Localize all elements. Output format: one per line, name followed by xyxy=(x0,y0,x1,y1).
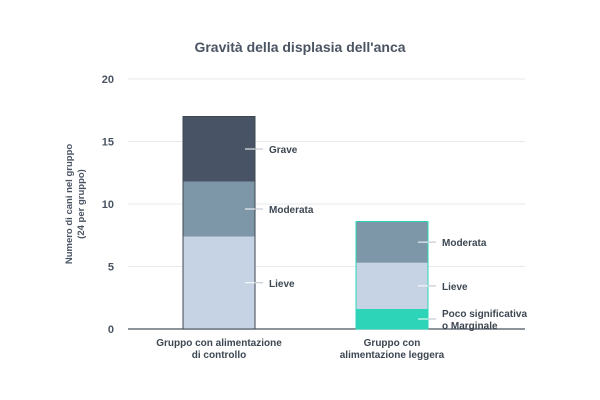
segment-label: Lieve xyxy=(442,282,468,293)
segment-label: Grave xyxy=(269,145,298,156)
y-tick-label: 5 xyxy=(108,262,114,274)
segment-label: Lieve xyxy=(269,279,295,290)
y-tick-label: 10 xyxy=(102,199,114,211)
bars xyxy=(182,116,429,330)
y-tick-label: 0 xyxy=(108,324,114,336)
y-axis-label-line-2: (24 per gruppo) xyxy=(76,169,87,239)
category-label: alimentazione leggera xyxy=(340,350,445,361)
category-label: Gruppo con alimentazione xyxy=(156,338,282,349)
y-axis-label-line-1: Numero di cani nel gruppo xyxy=(64,144,75,265)
y-tick-label: 15 xyxy=(102,137,114,149)
segment-label: Moderata xyxy=(442,238,487,249)
chart-title: Gravità della displasia dell'anca xyxy=(194,39,405,55)
y-axis-ticks: 0 5 10 15 20 xyxy=(102,74,114,336)
bar-stack xyxy=(182,116,256,330)
y-axis-label: Numero di cani nel gruppo (24 per gruppo… xyxy=(64,144,87,265)
y-tick-label: 20 xyxy=(102,74,114,86)
bar-segment xyxy=(183,236,255,329)
bar-segment xyxy=(356,262,428,309)
segment-label: Poco significativa xyxy=(442,309,527,320)
segment-label: o Marginale xyxy=(442,321,498,332)
bar-outline xyxy=(182,116,256,330)
category-label: Gruppo con xyxy=(364,338,421,349)
bar-segment xyxy=(183,116,255,182)
bar-stack xyxy=(355,221,429,330)
bar-segment xyxy=(356,309,428,329)
bar-segment xyxy=(356,221,428,263)
bar-outline xyxy=(355,221,429,330)
bar-segment xyxy=(183,181,255,237)
category-label: di controllo xyxy=(192,350,246,361)
segment-label: Moderata xyxy=(269,205,314,216)
